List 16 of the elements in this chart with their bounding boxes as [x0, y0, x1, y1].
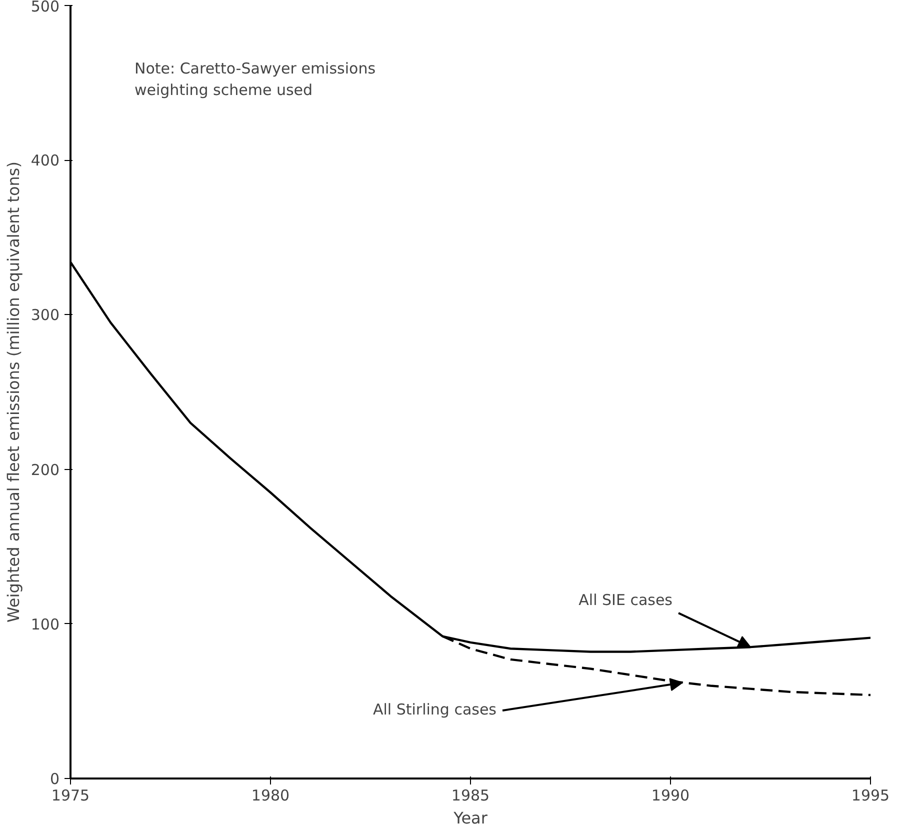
x-tick-label: 1995 — [851, 786, 890, 804]
y-axis-title: Weighted annual fleet emissions (million equivalent tons) — [4, 162, 23, 622]
x-tick-label: 1975 — [51, 786, 90, 804]
y-tick-label: 100 — [30, 615, 60, 634]
annotation: All SIE cases — [578, 591, 673, 610]
y-tick-label: 400 — [30, 152, 60, 170]
y-tick-label: 200 — [30, 460, 60, 479]
y-tick-label: 500 — [30, 0, 60, 16]
y-tick-label: 300 — [30, 306, 60, 324]
y-tick-label: 0 — [50, 770, 60, 788]
annotation: All Stirling cases — [372, 700, 497, 718]
x-tick-label: 1985 — [451, 786, 490, 804]
x-tick-label: 1990 — [651, 786, 690, 804]
x-axis-title: Year — [452, 808, 488, 828]
annotation: Note: Caretto-Sawyer emissions weighting scheme used — [134, 60, 376, 100]
x-tick-label: 1980 — [251, 786, 290, 804]
